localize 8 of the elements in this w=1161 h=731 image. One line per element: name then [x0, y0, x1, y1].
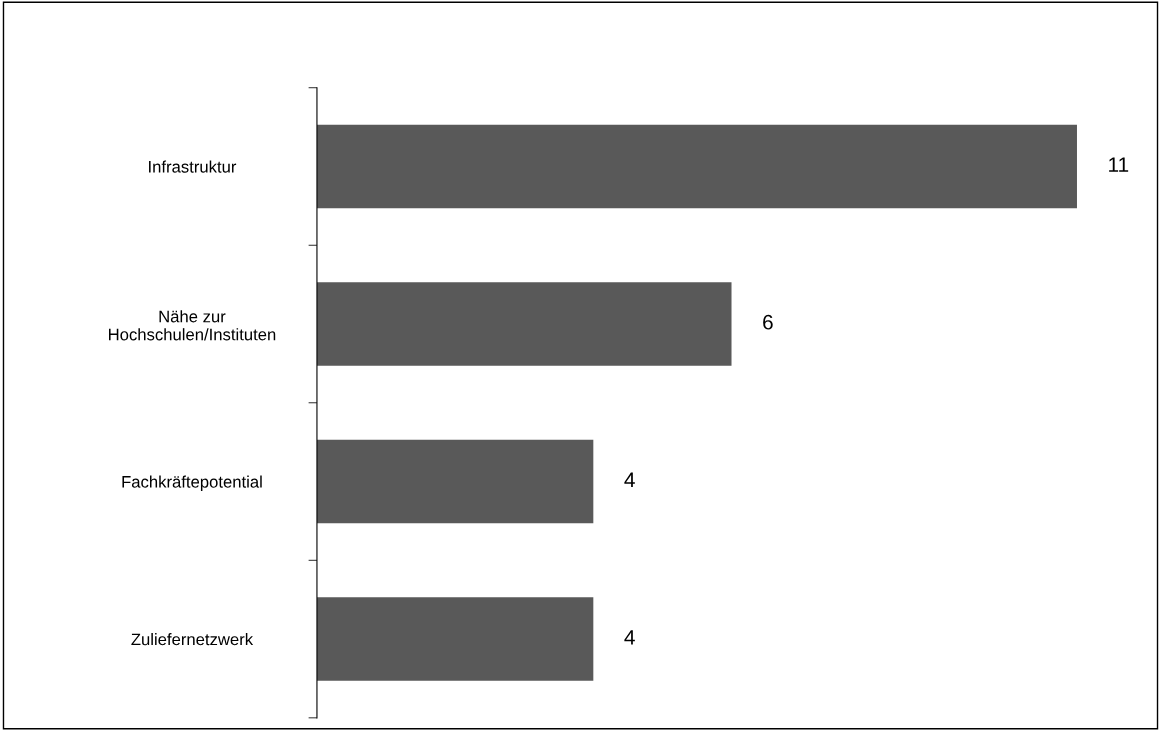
y-tick-label: Fachkräftepotential [122, 475, 262, 492]
data-label: 4 [624, 630, 635, 645]
data-label: 6 [763, 314, 773, 330]
y-tick-label: Zuliefernetzwerk [131, 633, 254, 646]
data-label: 11 [1109, 157, 1129, 172]
data-label: 4 [624, 472, 635, 487]
y-tick-label: Infrastruktur [149, 160, 237, 173]
y-tick-label: Nähe zur Hochschulen/Instituten [109, 310, 276, 341]
